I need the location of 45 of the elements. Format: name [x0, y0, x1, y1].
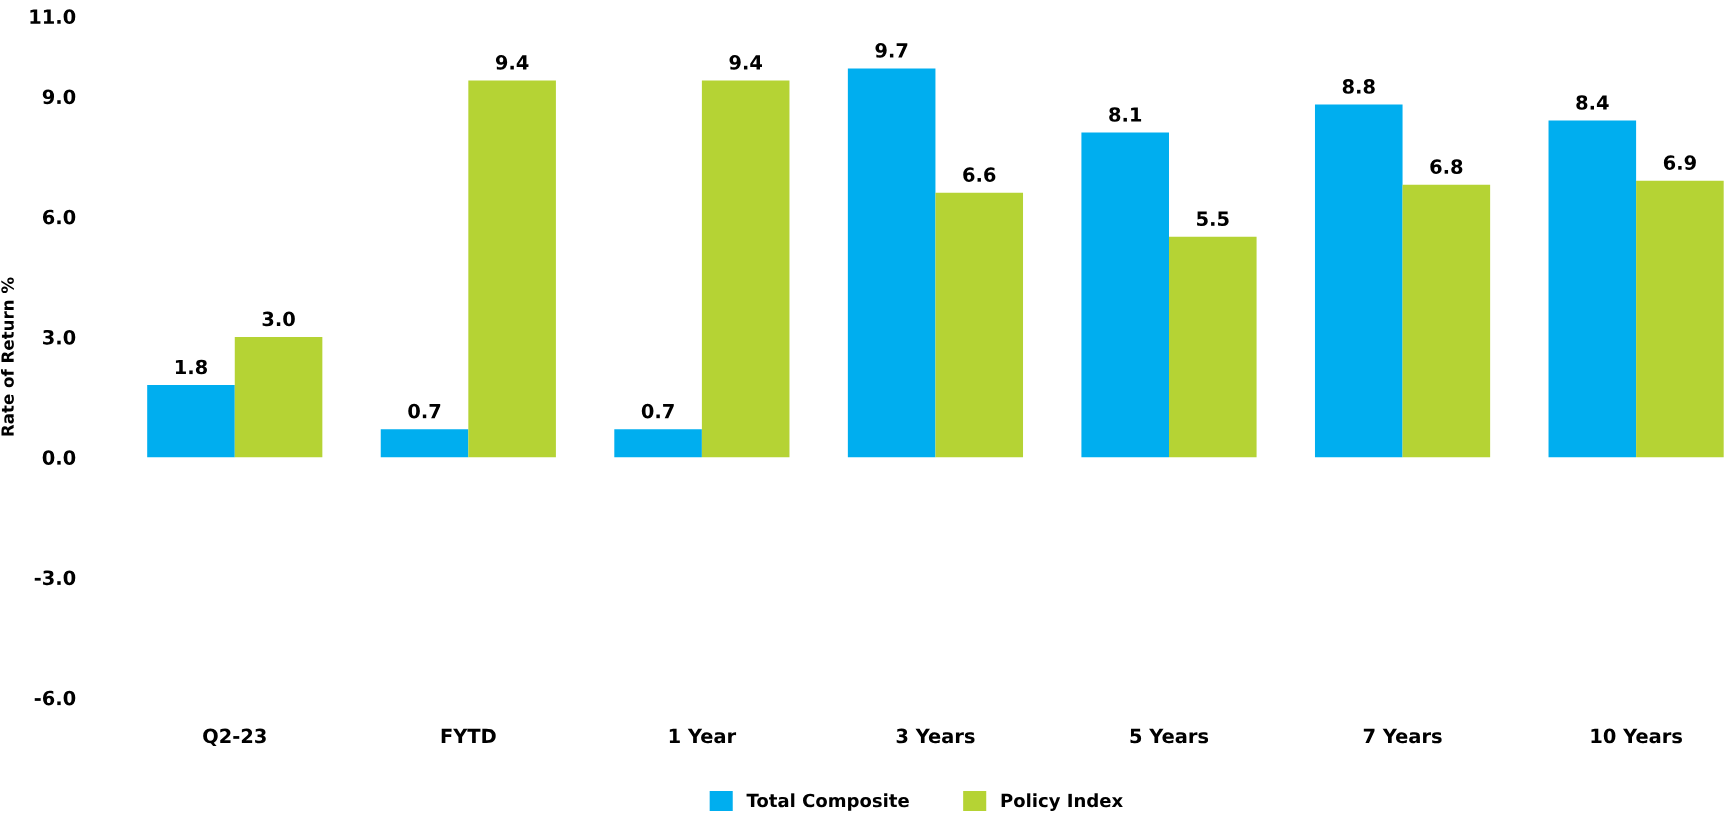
legend-label: Total Composite — [746, 793, 909, 811]
data-label: 5.5 — [1197, 211, 1229, 227]
data-label: 9.7 — [875, 43, 908, 58]
bar — [1169, 236, 1257, 458]
data-label: 6.8 — [1430, 159, 1463, 174]
y-tick-label: -3.0 — [34, 570, 76, 586]
x-tick-label: 3 Years — [896, 728, 975, 744]
bar — [1636, 180, 1724, 458]
bar — [935, 192, 1024, 458]
x-tick-label: 5 Years — [1130, 728, 1209, 744]
y-axis-title: Rate of Return % — [0, 277, 14, 436]
x-tick-label: 1 Year — [669, 728, 737, 744]
y-tick-label: 3.0 — [43, 329, 76, 345]
data-label: 3.0 — [262, 311, 295, 327]
bar — [1314, 104, 1403, 458]
bar — [847, 68, 936, 458]
bar — [701, 80, 790, 458]
x-tick-label: 7 Years — [1363, 728, 1442, 744]
data-label: 9.4 — [495, 55, 529, 70]
data-label: 9.4 — [729, 55, 763, 70]
bar — [234, 336, 323, 458]
data-label: 1.8 — [175, 359, 207, 375]
x-tick-label: FYTD — [441, 728, 496, 744]
y-tick-label: 11.0 — [30, 9, 76, 24]
data-label: 0.7 — [641, 403, 674, 419]
data-label: 0.7 — [408, 403, 441, 419]
bar — [380, 429, 469, 458]
data-label: 8.4 — [1576, 95, 1609, 110]
data-label: 8.8 — [1342, 79, 1375, 94]
x-tick-label: 10 Years — [1591, 728, 1682, 744]
legend-label: Policy Index — [1001, 793, 1123, 811]
y-tick-label: -6.0 — [34, 690, 76, 706]
y-tick-label: 0.0 — [42, 450, 76, 465]
y-tick-label: 9.0 — [42, 89, 76, 105]
data-label: 8.1 — [1109, 107, 1142, 122]
y-tick-label: 6.0 — [42, 209, 76, 225]
data-label: 6.6 — [963, 167, 996, 182]
bar — [147, 385, 235, 458]
bar — [468, 80, 556, 458]
bar — [1081, 132, 1169, 458]
bar — [614, 429, 702, 458]
data-label: 6.9 — [1663, 155, 1696, 170]
bar — [1402, 184, 1491, 458]
bar — [1548, 120, 1637, 458]
x-tick-label: Q2-23 — [203, 728, 266, 746]
